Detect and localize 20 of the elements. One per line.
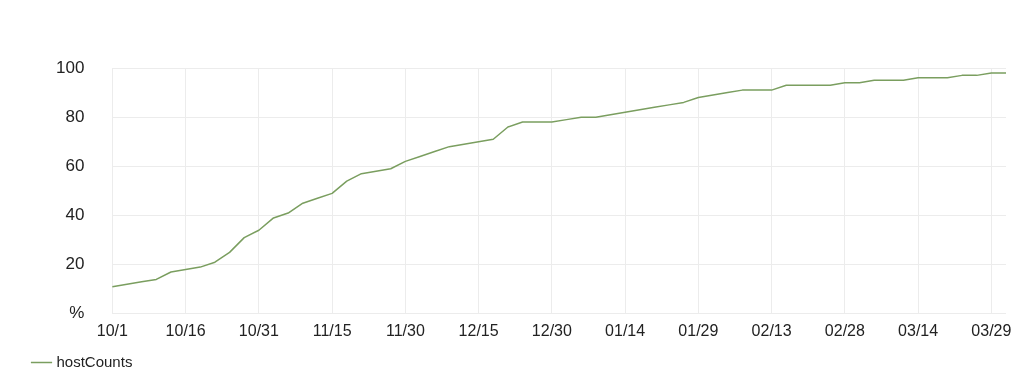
y-tick-label: 40 — [65, 205, 85, 225]
y-tick-label: 60 — [65, 156, 85, 176]
x-tick-label: 01/14 — [605, 321, 646, 339]
x-tick-label: 01/29 — [678, 321, 719, 339]
x-tick-label: 10/31 — [238, 321, 279, 339]
x-tick-label: 11/15 — [312, 321, 352, 339]
x-tick-label: 10/16 — [165, 321, 206, 339]
y-tick-label: 100 — [55, 57, 85, 77]
x-tick-label: 10/1 — [96, 321, 129, 339]
x-tick-label: 12/15 — [458, 321, 499, 339]
x-tick-label: 03/14 — [898, 321, 939, 339]
x-tick-label: 03/29 — [971, 321, 1012, 339]
legend-label: hostCounts — [56, 352, 133, 370]
x-tick-label: 02/28 — [824, 321, 865, 339]
y-tick-label: 20 — [65, 254, 85, 274]
x-tick-label: 12/30 — [531, 321, 572, 339]
y-tick-label: % — [69, 303, 85, 323]
x-tick-label: 02/13 — [751, 321, 792, 339]
y-tick-label: 80 — [65, 106, 85, 126]
x-tick-label: 11/30 — [385, 321, 425, 339]
